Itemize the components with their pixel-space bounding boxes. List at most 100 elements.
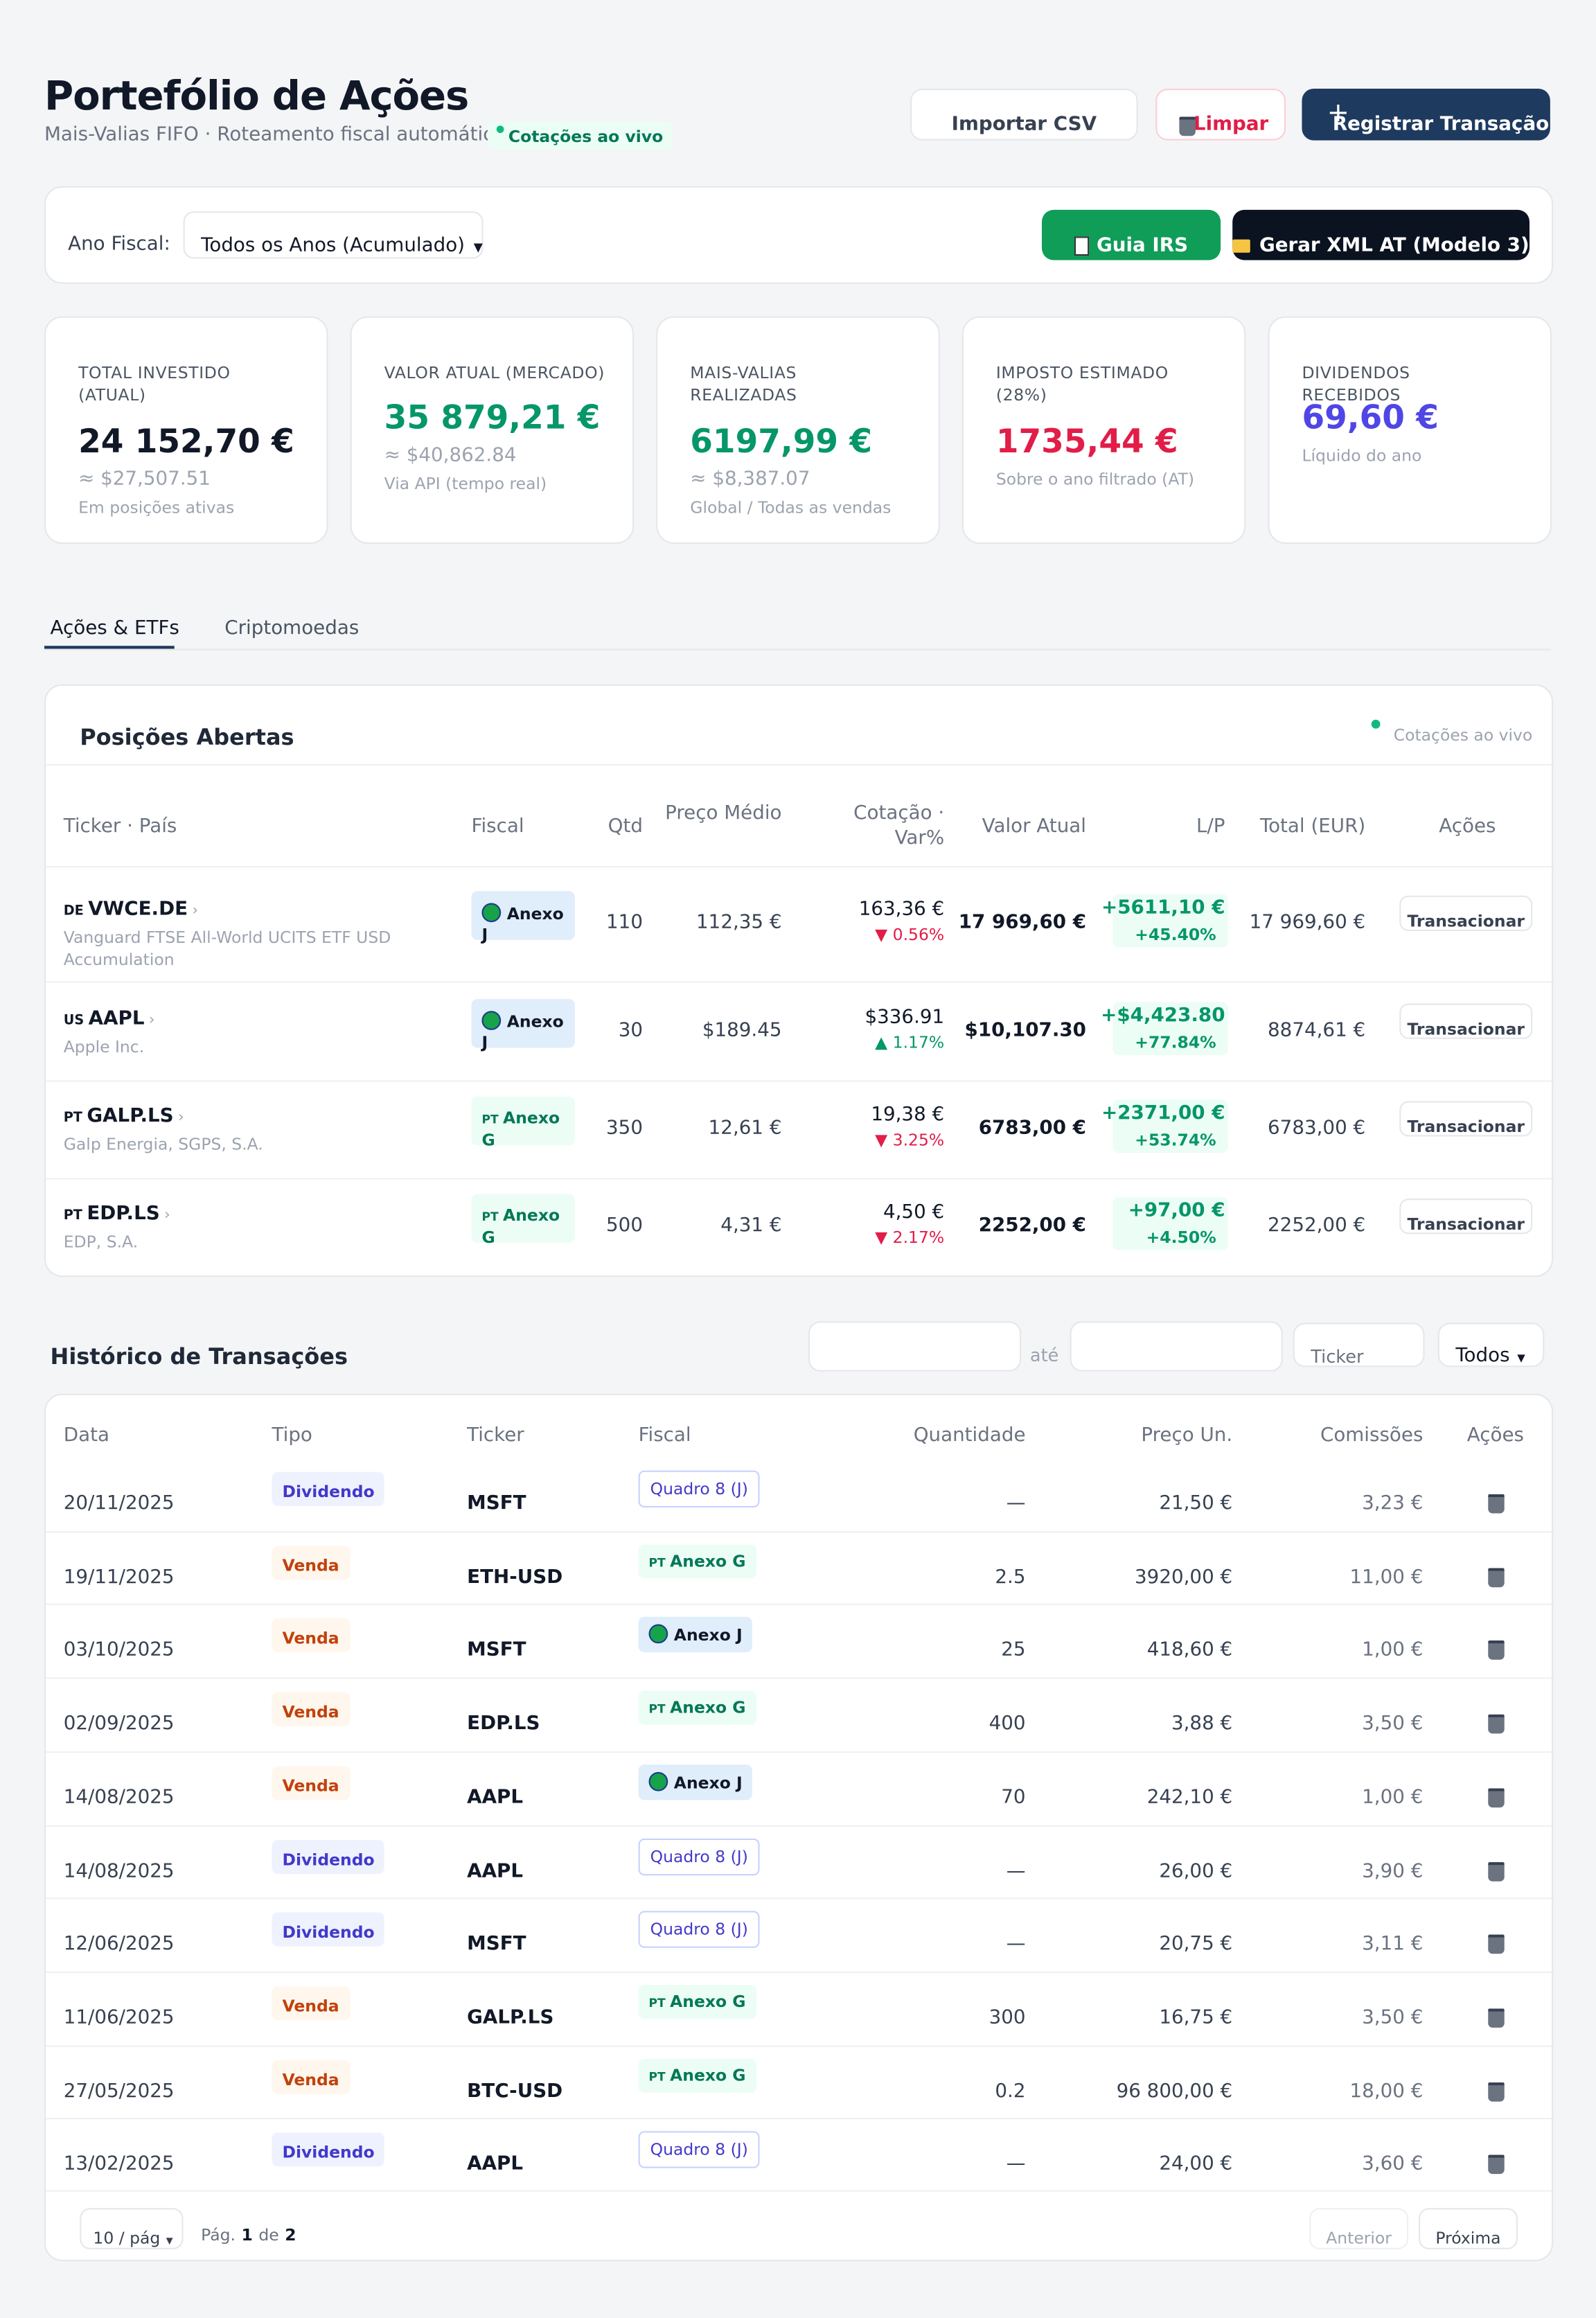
trash-icon[interactable] (1488, 1787, 1505, 1807)
clear-button[interactable]: Limpar (1155, 88, 1286, 141)
unit-price: 21,50 € (1159, 1492, 1233, 1515)
instrument-name: Vanguard FTSE All-World UCITS ETF USD Ac… (63, 928, 391, 970)
stat-value: 69,60 € (1302, 400, 1439, 438)
page-label: Pág. (201, 2225, 236, 2245)
column-header: L/P (1196, 815, 1225, 838)
fiscal-badge: PT Anexo G (638, 1543, 756, 1578)
instrument-name: Galp Energia, SGPS, S.A. (63, 1135, 263, 1155)
icon (648, 1625, 668, 1645)
fees: 3,50 € (1362, 2006, 1424, 2029)
profit-loss-pct: +45.40% (1135, 925, 1216, 945)
fiscal-text: Anexo G (670, 2065, 746, 2085)
trash-icon[interactable] (1488, 1494, 1505, 1514)
fiscal-badge: Quadro 8 (J) (638, 1470, 760, 1507)
page-number: 1 (241, 2225, 253, 2245)
profit-loss-pct: +53.74% (1135, 1130, 1216, 1150)
type-text: Todos (1455, 1345, 1510, 1368)
row-divider (46, 1751, 1552, 1753)
country-code: DE (63, 904, 84, 919)
ticker: AAPL (467, 1786, 524, 1809)
footer-divider (46, 2190, 1552, 2192)
next-button[interactable]: Próxima (1418, 2208, 1518, 2249)
date: 27/05/2025 (63, 2080, 175, 2103)
ticker[interactable]: DE VWCE.DE › (64, 899, 198, 921)
column-header: Data (63, 1424, 109, 1447)
type-badge: Dividendo (272, 2133, 385, 2168)
total-eur: 2252,00 € (1268, 1214, 1366, 1237)
import-button[interactable]: Importar CSV (910, 88, 1138, 141)
tab[interactable]: Ações & ETFs (50, 617, 179, 640)
positions-card: Posições Abertas Cotações ao vivo Ticker ·… (44, 684, 1554, 1277)
unit-price: 20,75 € (1159, 1933, 1233, 1956)
fees: 3,60 € (1362, 2153, 1424, 2176)
unit-price: 3,88 € (1171, 1713, 1233, 1735)
stat-card: MAIS-VALIAS REALIZADAS 6197,99 € ≈ $8,387.… (656, 316, 940, 545)
type-badge: Venda (272, 1545, 350, 1580)
quantity: 500 (606, 1214, 643, 1237)
profit-loss: +$4,423.80 (1101, 1004, 1225, 1027)
trash-icon[interactable] (1488, 2081, 1505, 2101)
type-filter[interactable]: Todos ▼ (1437, 1322, 1545, 1368)
total-eur: 8874,61 € (1268, 1018, 1366, 1041)
column-header: Ticker · País (63, 815, 177, 838)
trash-icon[interactable] (1488, 1640, 1505, 1661)
page-count: 2 (285, 2225, 296, 2245)
profit-loss: +5611,10 € (1101, 896, 1225, 919)
ticker[interactable]: US AAPL › (64, 1007, 155, 1029)
instrument-name: Apple Inc. (63, 1036, 145, 1056)
irs-guide-button[interactable]: Guia IRS (1041, 209, 1221, 260)
column-header: Preço Médio (665, 802, 782, 825)
date-to-input[interactable] (1070, 1321, 1283, 1372)
folder-icon (1232, 238, 1251, 252)
column-header: Ações (1466, 1424, 1525, 1447)
fiscal-prefix: PT (481, 1210, 499, 1224)
unit-price: 96 800,00 € (1116, 2080, 1233, 2103)
column-header: Preço Un. (1141, 1424, 1233, 1447)
per-page-select[interactable]: 10 / pág ▼ (80, 2208, 184, 2249)
variation: ▼ 3.25% (875, 1130, 945, 1150)
trash-icon[interactable] (1488, 1861, 1505, 1881)
fees: 18,00 € (1349, 2080, 1424, 2103)
prev-button[interactable]: Anterior (1309, 2208, 1409, 2249)
transact-button[interactable]: Transacionar (1399, 895, 1533, 931)
tab[interactable]: Criptomoedas (224, 617, 360, 640)
average-price: 12,61 € (708, 1117, 782, 1140)
xml-text: Gerar XML AT (Modelo 3) (1259, 234, 1530, 257)
ticker[interactable]: PT GALP.LS › (64, 1106, 184, 1128)
average-price: 112,35 € (696, 912, 782, 935)
register-button[interactable]: + Registrar Transação (1302, 88, 1550, 141)
trash-icon[interactable] (1488, 1567, 1505, 1587)
live-text: Cotações ao vivo (508, 127, 664, 147)
column-header: Fiscal (471, 815, 524, 838)
ticker-symbol: AAPL (88, 1007, 145, 1029)
guide-text: Guia IRS (1097, 234, 1189, 257)
date-from-input[interactable] (808, 1321, 1022, 1372)
trash-icon[interactable] (1179, 116, 1196, 136)
row-divider (46, 1530, 1552, 1532)
transact-button[interactable]: Transacionar (1399, 1101, 1533, 1137)
stat-card: VALOR ATUAL (MERCADO) 35 879,21 € ≈ $40,86… (350, 316, 635, 545)
trash-icon[interactable] (1488, 2008, 1505, 2028)
live-dot (1371, 719, 1381, 729)
ticker: ETH-USD (467, 1566, 563, 1589)
trash-icon[interactable] (1488, 1714, 1505, 1734)
xml-button[interactable]: Gerar XML AT (Modelo 3) (1232, 209, 1530, 260)
stat-note: Global / Todas as vendas (690, 497, 892, 517)
date: 14/08/2025 (63, 1786, 175, 1809)
date: 20/11/2025 (63, 1492, 175, 1515)
fiscal-prefix: PT (648, 2069, 666, 2084)
date: 02/09/2025 (63, 1713, 175, 1735)
transact-button[interactable]: Transacionar (1399, 1002, 1533, 1038)
trash-icon[interactable] (1488, 1934, 1505, 1954)
transact-button[interactable]: Transacionar (1399, 1198, 1533, 1235)
chevron: › (164, 1207, 170, 1224)
stat-usd: ≈ $27,507.51 (78, 468, 211, 491)
unit-price: 3920,00 € (1135, 1566, 1233, 1589)
year-select[interactable]: Todos os Anos (Acumulado) ▼ (183, 211, 484, 259)
column-header: Ticker (467, 1424, 524, 1447)
ticker-filter[interactable]: Ticker (1293, 1322, 1425, 1368)
ticker: MSFT (467, 1492, 526, 1515)
trash-icon[interactable] (1488, 2155, 1505, 2175)
column-header: Quantidade (913, 1424, 1026, 1447)
ticker[interactable]: PT EDP.LS › (64, 1203, 170, 1226)
